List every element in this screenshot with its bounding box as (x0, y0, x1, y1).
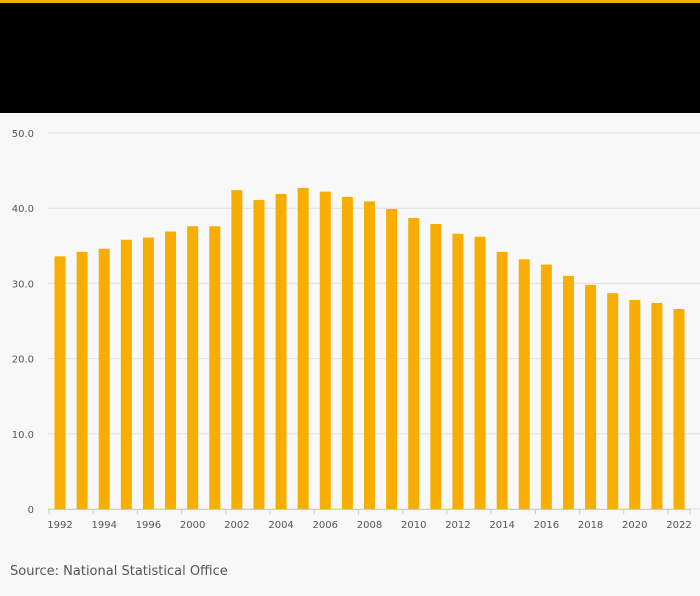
bar (297, 187, 309, 509)
bar (408, 217, 420, 509)
bar (54, 256, 66, 509)
bar (364, 201, 375, 509)
x-tick-label: 2010 (401, 520, 426, 531)
bar (562, 275, 574, 509)
header-band (0, 3, 700, 113)
bar (231, 190, 243, 509)
x-tick-label: 2000 (180, 520, 205, 531)
bar (430, 223, 442, 509)
y-tick-label: 0 (28, 505, 34, 516)
y-tick-label: 40.0 (12, 204, 34, 215)
bar (253, 199, 265, 509)
top-accent-strip (0, 0, 700, 3)
x-tick-label: 1992 (47, 520, 72, 531)
bar (76, 251, 88, 510)
chart-area: 0 10.0 20.0 30.0 40.0 50.0 1992 1994 1996 2000 200… (0, 113, 700, 553)
x-tick-label: 2016 (534, 520, 559, 531)
bar (629, 299, 641, 509)
bar (496, 251, 508, 510)
x-tick-label: 2020 (622, 520, 647, 531)
x-tick-label: 2014 (489, 520, 514, 531)
bar (209, 226, 221, 510)
x-tick-label: 2018 (578, 520, 603, 531)
bar (540, 264, 552, 509)
x-tick-label: 2022 (666, 520, 691, 531)
x-tick-label: 2006 (313, 520, 338, 531)
bar (165, 231, 177, 509)
bar (651, 302, 663, 509)
bar (607, 293, 619, 509)
bar (673, 308, 685, 509)
x-tick-label: 1996 (136, 520, 161, 531)
y-tick-label: 30.0 (12, 279, 34, 290)
bar (98, 248, 110, 510)
bar (319, 191, 331, 509)
y-tick-label: 20.0 (12, 355, 34, 366)
bar (341, 196, 353, 510)
x-tick-label: 2012 (445, 520, 470, 531)
bar (452, 233, 464, 509)
bar (518, 259, 530, 509)
x-tick-label: 1994 (91, 520, 116, 531)
x-tick-label: 2004 (268, 520, 293, 531)
source-note: Source: National Statistical Office (10, 564, 228, 579)
y-tick-label: 10.0 (12, 430, 34, 441)
bar-chart: 0 10.0 20.0 30.0 40.0 50.0 1992 1994 1996 2000 200… (12, 129, 700, 531)
x-tick-label: 2008 (357, 520, 382, 531)
bar (142, 237, 154, 509)
bar (187, 226, 199, 510)
bar (585, 284, 597, 509)
bar (386, 208, 398, 509)
bar (275, 193, 287, 510)
x-tick-label: 2002 (224, 520, 249, 531)
bar (474, 236, 486, 509)
y-tick-label: 50.0 (12, 129, 34, 140)
bar (120, 239, 132, 509)
